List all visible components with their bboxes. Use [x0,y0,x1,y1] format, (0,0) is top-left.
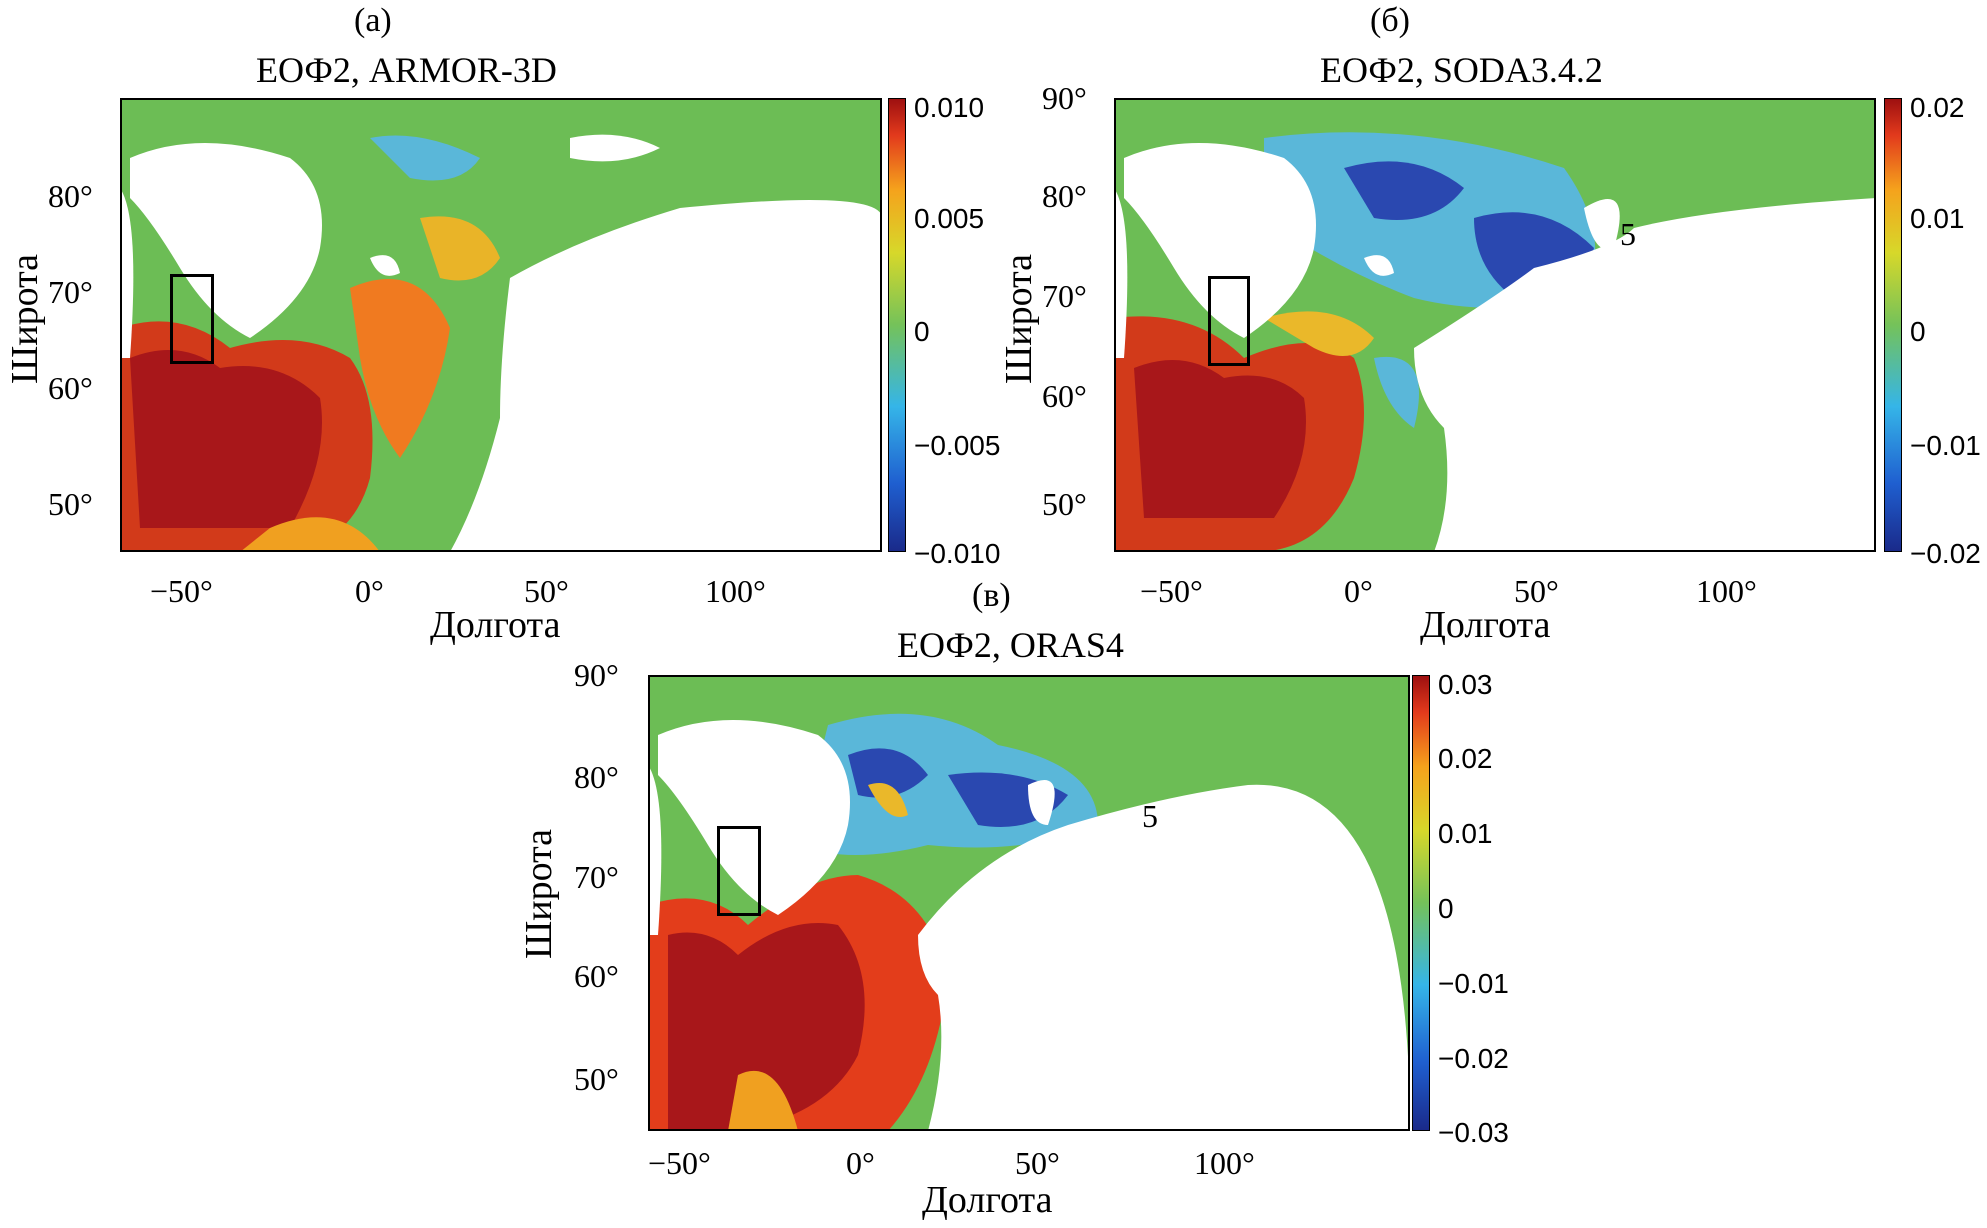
anomaly-positive [420,216,500,281]
colorbar-tick: 0.01 [1910,203,1965,234]
map-area [1114,98,1876,552]
map-svg [648,675,1410,1131]
land-iceland [778,862,813,883]
box-label: 5 [1620,216,1636,252]
colorbar-tick: 0.02 [1910,92,1965,123]
y-tick: 80° [1042,178,1087,214]
x-tick: 0° [1344,573,1373,609]
panel-title: ЕОФ2, ARMOR-3D [256,50,557,90]
anomaly-positive [1264,311,1374,356]
anomaly-positive [240,517,380,552]
map-svg [120,98,882,552]
x-tick: −50° [1140,573,1203,609]
y-axis-label: Широта [998,253,1041,385]
colorbar-tick: −0.02 [1438,1043,1509,1074]
y-tick: 80° [574,759,619,795]
x-axis-label: Долгота [1420,604,1551,646]
land-greenland [130,143,322,338]
anomaly-negative [370,135,480,181]
colorbar-tick: −0.010 [914,538,1001,569]
anomaly-positive-strong [1134,360,1306,518]
y-axis-label: Широта [518,828,561,960]
anomaly-positive-strong [668,923,865,1131]
colorbar [1412,675,1430,1131]
colorbar-tick: 0.02 [1438,743,1493,774]
panel-c: (в) ЕОФ2, ORAS4 90° 80° 70° 60° 50° −50°… [510,575,1510,1228]
colorbar-tick: 0 [1910,316,1926,347]
x-tick: 100° [1696,573,1757,609]
anomaly-negative-strong [848,748,928,798]
y-tick: 60° [1042,378,1087,414]
panel-a: (a) ЕОФ2, ARMOR-3D 80° 70° 60° 50° −50° … [0,0,1001,645]
land-novaya-zemlya [1028,780,1055,825]
y-tick: 50° [48,486,93,522]
map-area [120,98,882,552]
y-tick: 60° [574,958,619,994]
panel-b: (б) ЕОФ2, SODA3.4.2 90° 80° 70° 60° 50° … [990,0,1987,645]
y-tick: 50° [1042,486,1087,522]
x-axis-label: Долгота [430,604,561,646]
colorbar-tick: −0.01 [1438,968,1509,999]
colorbar-tick: −0.01 [1910,430,1981,461]
y-tick: 90° [574,657,619,693]
anomaly-positive-strong [130,350,322,528]
colorbar-tick: 0.03 [1438,669,1493,700]
y-tick: 70° [574,859,619,895]
panel-title: ЕОФ2, SODA3.4.2 [1320,50,1603,90]
colorbar-tick: 0.005 [914,203,985,234]
x-tick: −50° [150,573,213,609]
land-iceland [370,255,400,276]
panel-letter: (a) [354,2,392,39]
map-area [648,675,1410,1131]
y-tick: 70° [1042,278,1087,314]
x-tick: 0° [846,1145,875,1181]
colorbar-tick: 0 [914,316,930,347]
panel-title: ЕОФ2, ORAS4 [897,625,1124,665]
y-tick: 50° [574,1061,619,1097]
colorbar-tick: −0.005 [914,430,1001,461]
land-iceland [1364,255,1394,276]
land-novaya-zemlya [1584,199,1620,250]
colorbar-tick: 0.010 [914,92,985,123]
colorbar-tick: −0.02 [1910,538,1981,569]
land-canada [120,188,134,358]
colorbar-tick: 0.01 [1438,818,1493,849]
land-eurasia [450,200,882,552]
colorbar-tick: −0.03 [1438,1117,1509,1148]
anomaly-positive [868,783,908,817]
x-tick: 100° [705,573,766,609]
land-greenland [1124,143,1316,338]
study-region-box [717,826,761,916]
y-tick: 70° [48,274,93,310]
box-label: 5 [1142,798,1158,834]
x-tick: 100° [1194,1145,1255,1181]
study-region-box [170,274,214,364]
y-tick: 90° [1042,80,1087,116]
anomaly-negative [1374,356,1419,428]
map-svg [1114,98,1876,552]
x-tick: 50° [1015,1145,1060,1181]
land-eurasia [1414,198,1876,552]
y-tick: 60° [48,370,93,406]
colorbar [1884,98,1902,552]
panel-letter: (б) [1370,2,1410,39]
y-axis-label: Широта [4,253,47,385]
x-axis-label: Долгота [922,1179,1053,1221]
x-tick: 0° [355,573,384,609]
x-tick: −50° [648,1145,711,1181]
x-tick: 50° [524,573,569,609]
land-canada [648,765,662,935]
land-canada [1114,188,1128,358]
colorbar [888,98,906,552]
colorbar-tick: 0 [1438,893,1454,924]
panel-letter: (в) [972,577,1011,614]
land-eurasia [918,784,1410,1131]
anomaly-positive [728,1070,798,1131]
anomaly-positive [350,279,450,458]
anomaly-negative-strong [1344,161,1464,220]
y-tick: 80° [48,178,93,214]
land-svalbard [570,134,660,162]
study-region-box [1208,276,1250,366]
x-tick: 50° [1514,573,1559,609]
